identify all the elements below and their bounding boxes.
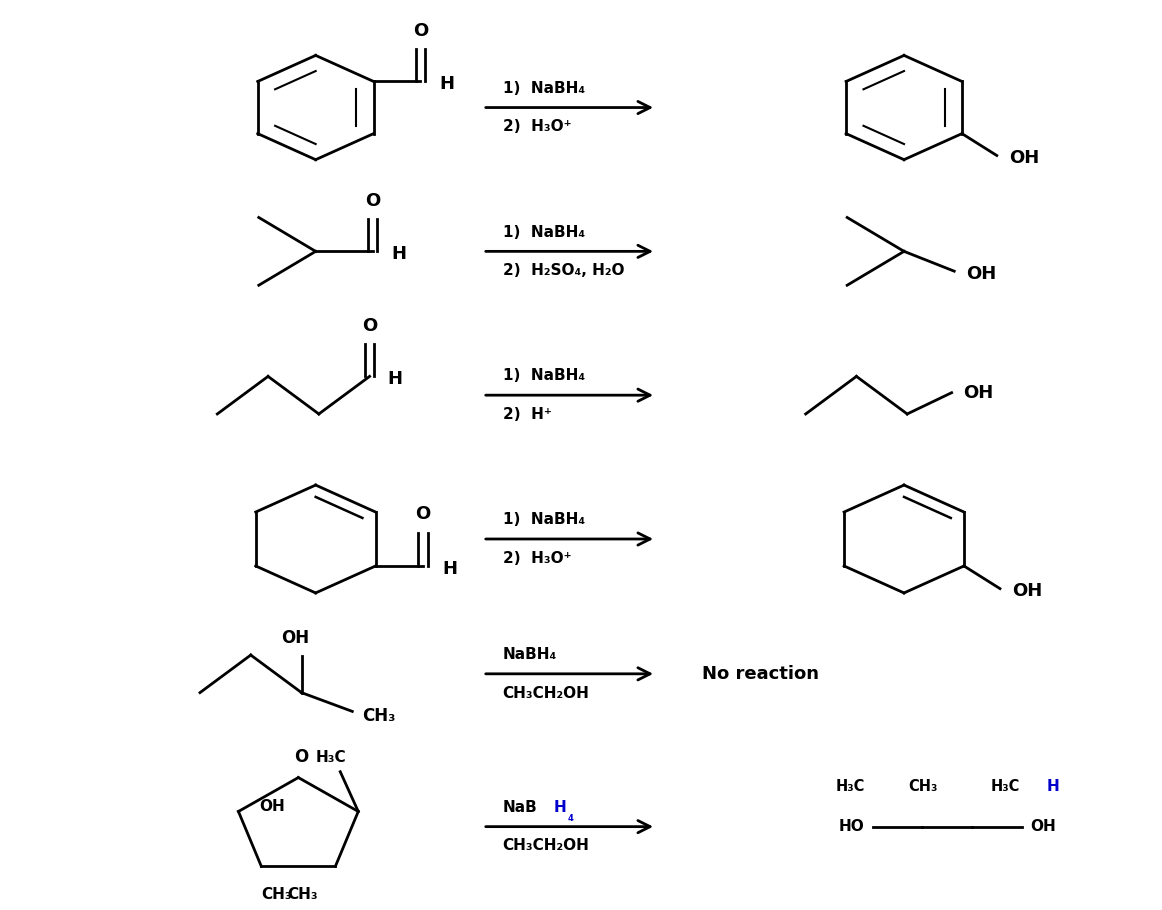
Text: HO: HO	[839, 819, 865, 834]
Text: NaB: NaB	[502, 800, 537, 815]
Text: O: O	[415, 505, 430, 523]
Text: H: H	[1047, 779, 1060, 794]
Text: H₃C: H₃C	[835, 779, 866, 794]
Text: OH: OH	[1012, 582, 1042, 601]
Text: 2)  H₂SO₄, H₂O: 2) H₂SO₄, H₂O	[502, 263, 624, 278]
Text: O: O	[294, 748, 308, 766]
Text: O: O	[363, 318, 378, 336]
Text: H: H	[387, 369, 402, 388]
Text: CH₃CH₂OH: CH₃CH₂OH	[502, 685, 589, 701]
Text: 1)  NaBH₄: 1) NaBH₄	[502, 512, 584, 527]
Text: H₃C: H₃C	[316, 750, 346, 764]
Text: 2)  H₃O⁺: 2) H₃O⁺	[502, 551, 572, 566]
Text: CH₃: CH₃	[908, 779, 938, 794]
Text: ₄: ₄	[567, 810, 573, 824]
Text: CH₃: CH₃	[261, 887, 292, 903]
Text: No reaction: No reaction	[702, 665, 819, 682]
Text: H: H	[442, 560, 457, 578]
Text: 1)  NaBH₄: 1) NaBH₄	[502, 81, 584, 96]
Text: 2)  H⁺: 2) H⁺	[502, 407, 552, 422]
Text: H: H	[439, 76, 454, 93]
Text: 1)  NaBH₄: 1) NaBH₄	[502, 225, 584, 239]
Text: OH: OH	[967, 265, 997, 283]
Text: OH: OH	[1031, 819, 1056, 834]
Text: CH₃: CH₃	[361, 707, 395, 725]
Text: 2)  H₃O⁺: 2) H₃O⁺	[502, 119, 572, 134]
Text: H: H	[392, 245, 407, 263]
Text: OH: OH	[259, 799, 285, 814]
Text: CH₃: CH₃	[287, 887, 317, 903]
Text: OH: OH	[1009, 149, 1039, 167]
Text: O: O	[413, 22, 428, 40]
Text: NaBH₄: NaBH₄	[502, 647, 557, 662]
Text: OH: OH	[963, 384, 994, 401]
Text: 1)  NaBH₄: 1) NaBH₄	[502, 369, 584, 383]
Text: OH: OH	[281, 629, 309, 647]
Text: H₃C: H₃C	[991, 779, 1020, 794]
Text: H: H	[553, 800, 566, 815]
Text: O: O	[365, 192, 380, 209]
Text: CH₃CH₂OH: CH₃CH₂OH	[502, 838, 589, 854]
